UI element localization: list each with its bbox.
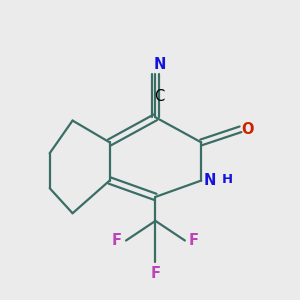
Text: F: F (189, 233, 199, 248)
Text: H: H (221, 173, 233, 186)
Text: N: N (154, 57, 166, 72)
Text: O: O (242, 122, 254, 137)
Text: F: F (112, 233, 122, 248)
Text: C: C (154, 89, 165, 104)
Text: F: F (151, 266, 160, 281)
Text: N: N (204, 173, 216, 188)
